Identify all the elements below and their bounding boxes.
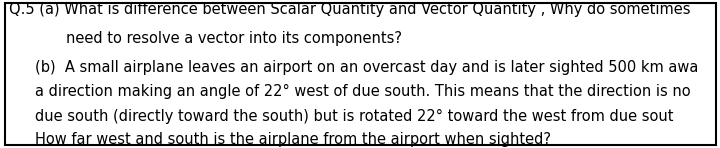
Text: Q.5 (a) What is difference between Scalar Quantity and Vector Quantity , Why do : Q.5 (a) What is difference between Scala…	[9, 2, 690, 17]
Text: (b)  A small airplane leaves an airport on an overcast day and is later sighted : (b) A small airplane leaves an airport o…	[35, 60, 698, 75]
Text: a direction making an angle of 22° west of due south. This means that the direct: a direction making an angle of 22° west …	[35, 84, 690, 99]
Text: due south (directly toward the south) but is rotated 22° toward the west from du: due south (directly toward the south) bu…	[35, 109, 673, 124]
Text: How far west and south is the airplane from the airport when sighted?: How far west and south is the airplane f…	[35, 132, 551, 147]
Text: need to resolve a vector into its components?: need to resolve a vector into its compon…	[66, 31, 402, 46]
